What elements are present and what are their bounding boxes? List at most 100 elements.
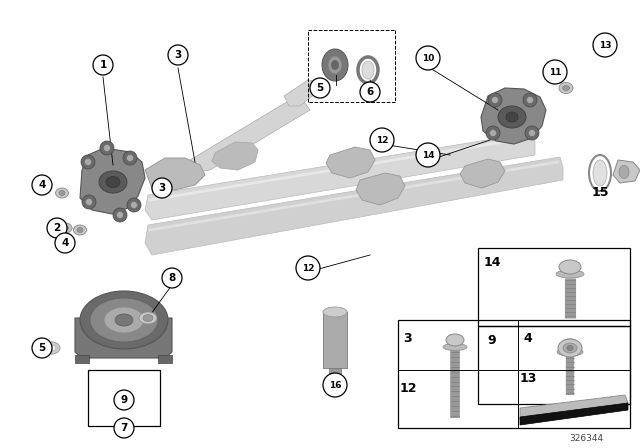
- Text: 12: 12: [301, 263, 314, 272]
- Text: 10: 10: [422, 53, 434, 63]
- Ellipse shape: [104, 307, 144, 333]
- Text: 6: 6: [366, 87, 374, 97]
- Ellipse shape: [557, 348, 583, 356]
- Circle shape: [84, 159, 92, 165]
- Ellipse shape: [332, 60, 339, 69]
- Bar: [478, 248, 630, 326]
- Text: 4: 4: [38, 180, 45, 190]
- Text: 4: 4: [61, 238, 68, 248]
- Circle shape: [310, 78, 330, 98]
- Circle shape: [114, 390, 134, 410]
- Circle shape: [323, 373, 347, 397]
- Ellipse shape: [80, 291, 168, 349]
- Polygon shape: [190, 100, 310, 172]
- Circle shape: [127, 198, 141, 212]
- Text: 12: 12: [399, 382, 417, 395]
- Text: 2: 2: [53, 223, 61, 233]
- Circle shape: [55, 233, 75, 253]
- Text: 15: 15: [591, 185, 609, 198]
- Circle shape: [152, 178, 172, 198]
- Ellipse shape: [61, 225, 68, 231]
- Circle shape: [488, 93, 502, 107]
- Circle shape: [114, 418, 134, 438]
- Ellipse shape: [58, 223, 72, 233]
- Circle shape: [123, 151, 137, 165]
- Circle shape: [82, 195, 96, 209]
- Circle shape: [32, 338, 52, 358]
- Circle shape: [416, 46, 440, 70]
- Text: 3: 3: [404, 332, 412, 345]
- Ellipse shape: [558, 339, 582, 357]
- Text: 16: 16: [329, 380, 341, 389]
- Ellipse shape: [106, 177, 120, 188]
- Text: 5: 5: [316, 83, 324, 93]
- Polygon shape: [145, 157, 563, 255]
- Circle shape: [527, 96, 534, 103]
- Circle shape: [486, 126, 500, 140]
- Circle shape: [525, 126, 539, 140]
- Polygon shape: [284, 80, 322, 106]
- Text: 14: 14: [483, 255, 500, 268]
- Ellipse shape: [593, 160, 607, 186]
- Ellipse shape: [559, 260, 581, 274]
- Circle shape: [370, 128, 394, 152]
- Ellipse shape: [328, 56, 342, 74]
- Polygon shape: [145, 158, 205, 190]
- Circle shape: [86, 198, 93, 206]
- Circle shape: [360, 82, 380, 102]
- Ellipse shape: [139, 312, 157, 324]
- Text: 13: 13: [599, 40, 611, 49]
- Text: 13: 13: [519, 371, 537, 384]
- Ellipse shape: [506, 112, 518, 122]
- Ellipse shape: [362, 61, 374, 79]
- Circle shape: [127, 155, 134, 161]
- Ellipse shape: [115, 314, 133, 326]
- Text: 5: 5: [38, 343, 45, 353]
- Text: 8: 8: [168, 273, 175, 283]
- Ellipse shape: [619, 165, 629, 178]
- Bar: [398, 320, 630, 428]
- Text: 4: 4: [524, 332, 532, 345]
- Ellipse shape: [90, 298, 158, 342]
- Ellipse shape: [322, 49, 348, 81]
- Bar: [88, 370, 160, 426]
- Ellipse shape: [556, 270, 584, 278]
- Ellipse shape: [498, 106, 526, 128]
- Circle shape: [116, 211, 124, 219]
- Polygon shape: [145, 133, 535, 220]
- Text: 3: 3: [174, 50, 182, 60]
- Circle shape: [131, 202, 138, 208]
- Circle shape: [81, 155, 95, 169]
- Ellipse shape: [561, 339, 579, 351]
- Ellipse shape: [59, 190, 65, 195]
- Circle shape: [529, 129, 536, 137]
- Polygon shape: [613, 160, 640, 183]
- Circle shape: [490, 129, 497, 137]
- Bar: [75, 355, 89, 363]
- Polygon shape: [326, 147, 375, 178]
- Bar: [478, 326, 630, 404]
- Ellipse shape: [77, 228, 83, 233]
- Polygon shape: [481, 88, 546, 144]
- Ellipse shape: [56, 188, 68, 198]
- Polygon shape: [75, 318, 172, 358]
- Text: 1: 1: [99, 60, 107, 70]
- Text: 9: 9: [120, 395, 127, 405]
- Ellipse shape: [563, 86, 570, 90]
- Circle shape: [593, 33, 617, 57]
- Circle shape: [100, 141, 114, 155]
- Ellipse shape: [74, 225, 86, 235]
- Ellipse shape: [563, 343, 577, 353]
- Circle shape: [543, 60, 567, 84]
- Ellipse shape: [567, 345, 573, 350]
- Ellipse shape: [329, 379, 341, 385]
- Text: 326344: 326344: [569, 434, 603, 443]
- Ellipse shape: [323, 307, 347, 317]
- Text: 14: 14: [422, 151, 435, 159]
- Polygon shape: [460, 159, 505, 188]
- Circle shape: [93, 55, 113, 75]
- Text: 11: 11: [548, 68, 561, 77]
- Circle shape: [47, 218, 67, 238]
- Circle shape: [523, 93, 537, 107]
- Ellipse shape: [44, 342, 60, 354]
